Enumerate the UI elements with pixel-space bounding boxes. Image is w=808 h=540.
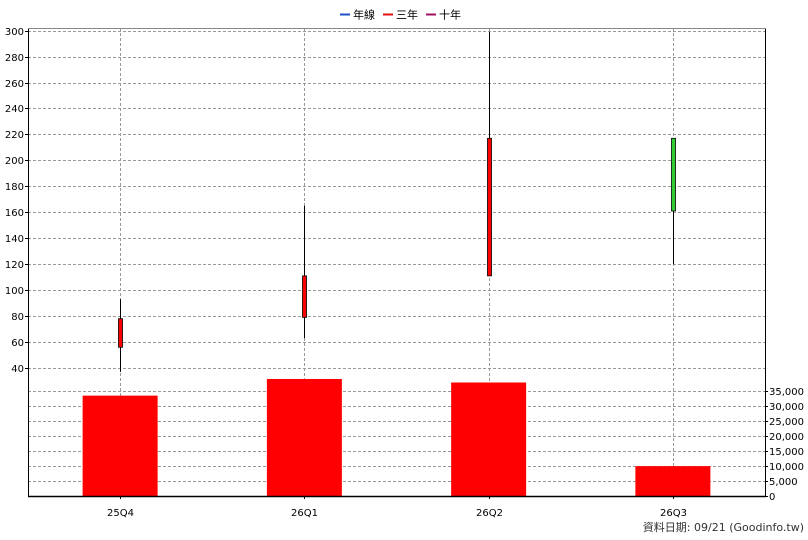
volume-bar — [82, 395, 158, 496]
candle-body — [671, 137, 676, 212]
legend-label: 三年 — [396, 8, 418, 22]
volume-bar — [635, 466, 711, 496]
volume-tick-label: 30,000 — [769, 402, 804, 413]
price-tick-label: 60 — [11, 338, 24, 349]
x-tick-label: 26Q2 — [476, 508, 503, 519]
price-tick-label: 160 — [5, 208, 24, 219]
volume-tick-label: 5,000 — [769, 477, 798, 488]
footer-source: 資料日期: 09/21 (Goodinfo.tw) — [642, 521, 804, 534]
candle-body — [487, 137, 492, 277]
price-tick-label: 40 — [11, 364, 24, 375]
x-tick-label: 25Q4 — [107, 508, 134, 519]
price-tick-label: 280 — [5, 53, 24, 64]
legend-item: 十年 — [426, 8, 461, 22]
volume-tick-label: 15,000 — [769, 447, 804, 458]
volume-tick-label: 10,000 — [769, 462, 804, 473]
price-axis-ticks: 40 60 80 100 120 140 160 180 200 220 240 260 280 300 — [5, 27, 28, 375]
volume-tick-label: 25,000 — [769, 417, 804, 428]
price-tick-label: 260 — [5, 79, 24, 90]
price-tick-label: 180 — [5, 182, 24, 193]
axes — [28, 28, 766, 498]
price-tick-label: 80 — [11, 312, 24, 323]
price-tick-label: 300 — [5, 27, 24, 38]
legend-item: 年線 — [340, 8, 375, 22]
price-tick-label: 240 — [5, 104, 24, 115]
price-tick-label: 100 — [5, 286, 24, 297]
legend: 年線 三年 十年 — [340, 8, 461, 22]
volume-bars — [82, 379, 711, 496]
volume-tick-label: 20,000 — [769, 432, 804, 443]
volume-tick-label: 35,000 — [769, 387, 804, 398]
legend-item: 三年 — [383, 8, 418, 22]
candlesticks — [118, 31, 676, 372]
price-tick-label: 140 — [5, 234, 24, 245]
candle-body — [118, 318, 123, 348]
volume-tick-label: 0 — [769, 492, 775, 503]
price-tick-label: 200 — [5, 156, 24, 167]
volume-axis-ticks: 0 5,000 10,000 15,000 20,000 25,000 30,000 35,0… — [765, 387, 804, 503]
x-tick-label: 26Q3 — [660, 508, 687, 519]
price-tick-label: 120 — [5, 260, 24, 271]
legend-label: 十年 — [439, 8, 461, 22]
volume-bar — [451, 382, 527, 496]
candle-body — [302, 275, 307, 318]
legend-label: 年線 — [353, 8, 375, 22]
x-tick-label: 26Q1 — [291, 508, 318, 519]
price-tick-label: 220 — [5, 130, 24, 141]
volume-bar — [266, 379, 342, 496]
x-axis-ticks: 25Q4 26Q1 26Q2 26Q3 — [107, 496, 687, 519]
